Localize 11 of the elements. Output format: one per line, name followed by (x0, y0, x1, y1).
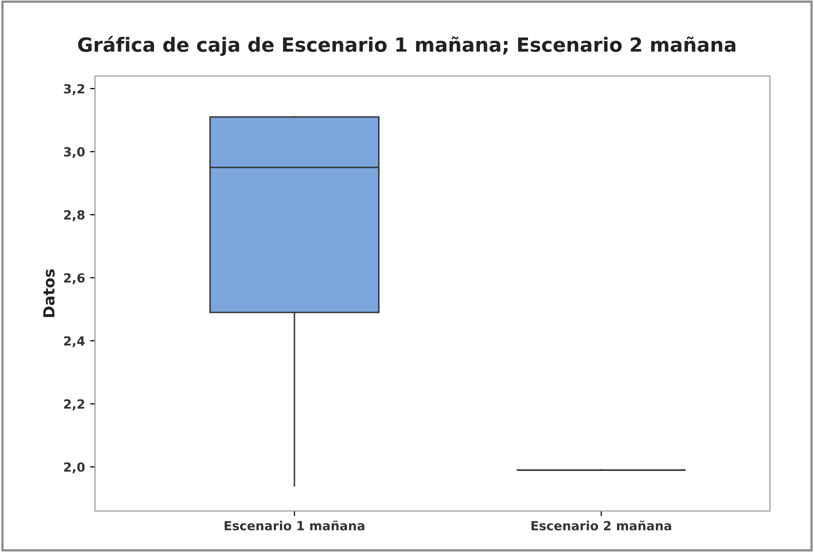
x-tick-label: Escenario 1 mañana (224, 520, 364, 530)
y-tick-label: 2,8 (64, 210, 85, 222)
y-tick-label: 2,2 (64, 399, 84, 410)
x-tick-label: Escenario 2 mañana (532, 520, 672, 530)
y-tick-label: 2,4 (64, 336, 85, 348)
y-tick-label: 3,2 (64, 84, 84, 96)
y-tick-label: 2,6 (64, 273, 85, 284)
y-tick-label: 3,0 (64, 147, 85, 158)
chart-title: Gráfica de caja de Escenario 1 mañana; Escenario 2 mañana (78, 36, 736, 56)
y-axis-title: Datos (43, 269, 55, 318)
y-tick-label: 2,0 (64, 462, 85, 474)
